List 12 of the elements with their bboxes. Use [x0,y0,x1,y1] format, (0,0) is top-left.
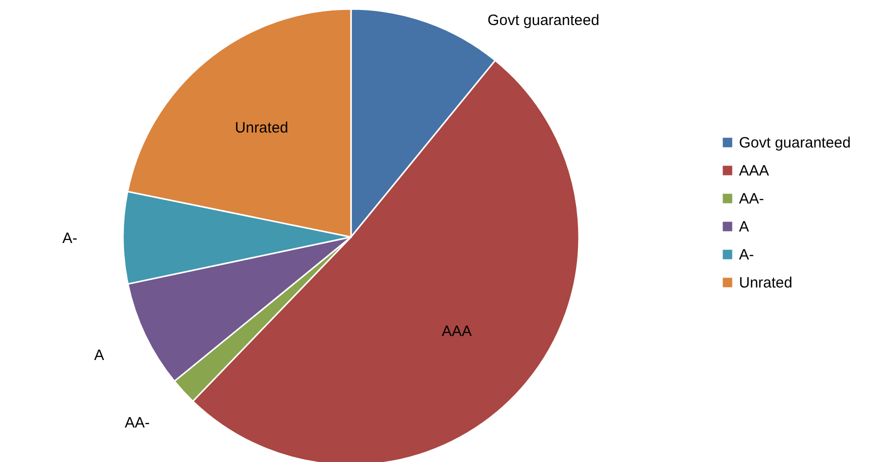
slice-label: AAA [442,322,472,340]
legend-label: AAA [739,162,770,180]
legend-label: Unrated [739,274,792,292]
legend-label: AA- [739,190,764,208]
slice-label: Unrated [234,120,288,137]
legend-label: Govt guaranteed [739,134,851,152]
slice-label: AA- [124,414,150,432]
slice-label: A- [62,230,78,247]
legend-label: A [739,218,750,236]
slice-label: Govt guaranteed [488,12,600,29]
legend-label: A- [739,246,754,264]
slice-label: A [94,347,104,364]
